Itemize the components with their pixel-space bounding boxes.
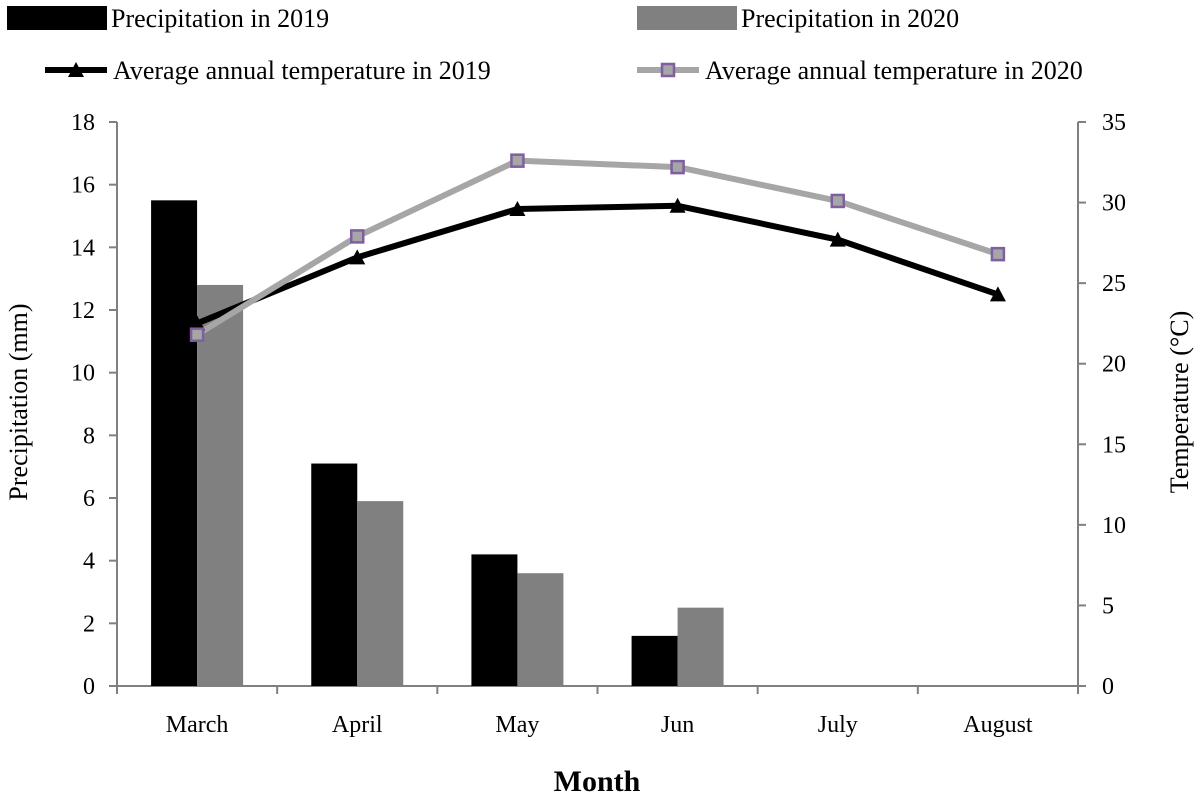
y2-axis-title: Temperature (°C) (1165, 311, 1194, 494)
y2-tick-label: 10 (1102, 513, 1126, 539)
x-tick-label: Jun (661, 712, 694, 738)
axes: 0 2 4 6 8 10 12 14 16 18 0 5 10 15 20 25 30 35 March April M… (71, 110, 1126, 738)
bar-2019 (311, 463, 358, 686)
bar-2019 (631, 635, 678, 686)
bar-2020 (197, 284, 244, 686)
legend: Precipitation in 2019 Precipitation in 20… (7, 4, 1083, 85)
y-tick-label: 10 (71, 361, 95, 387)
x-tick-label: May (495, 712, 539, 738)
y-axis-title: Precipitation (mm) (4, 303, 33, 500)
legend-label: Precipitation in 2019 (111, 4, 329, 33)
legend-swatch (7, 6, 107, 30)
x-tick-label: March (166, 712, 229, 738)
y-tick-label: 16 (71, 173, 95, 199)
temperature-point-2019 (829, 231, 846, 247)
legend-swatch (637, 6, 737, 30)
temperature-point-2019 (989, 286, 1006, 302)
y-tick-label: 0 (83, 674, 95, 700)
y-tick-label: 6 (83, 486, 95, 512)
y-tick-label: 18 (71, 110, 95, 136)
legend-marker (660, 62, 676, 78)
temperature-line-2020 (195, 157, 999, 338)
y-tick-label: 14 (71, 235, 95, 261)
x-tick-label: August (963, 712, 1033, 738)
y2-tick-label: 25 (1102, 271, 1126, 297)
temperature-point-2019 (509, 201, 526, 217)
y2-tick-label: 20 (1102, 352, 1126, 378)
x-axis-title: Month (554, 765, 641, 797)
legend-marker (68, 62, 84, 77)
y2-tick-label: 5 (1102, 593, 1114, 619)
y2-tick-label: 0 (1102, 674, 1114, 700)
x-tick-label: April (332, 712, 383, 738)
bar-2020 (677, 607, 724, 686)
y-tick-label: 4 (83, 549, 95, 575)
y2-tick-label: 35 (1102, 110, 1126, 136)
bar-series (151, 200, 724, 687)
temperature-point-2019 (349, 249, 366, 265)
x-tick-label: July (818, 712, 858, 738)
bar-2020 (517, 573, 564, 686)
y-tick-label: 8 (83, 423, 95, 449)
temperature-point-2020 (350, 229, 365, 244)
y-tick-label: 2 (83, 611, 95, 637)
y2-tick-label: 30 (1102, 191, 1126, 217)
temperature-point-2020 (189, 327, 205, 342)
legend-label: Average annual temperature in 2019 (113, 56, 491, 85)
line-series (189, 153, 1006, 342)
y2-tick-label: 15 (1102, 432, 1126, 458)
bar-2019 (471, 554, 518, 686)
temperature-point-2020 (670, 159, 685, 175)
temperature-point-2019 (189, 315, 206, 331)
temperature-point-2020 (990, 246, 1006, 262)
temperature-line-2019 (195, 202, 999, 327)
y-tick-label: 12 (71, 298, 95, 324)
bar-2020 (357, 501, 404, 686)
legend-label: Precipitation in 2020 (741, 4, 959, 33)
legend-label: Average annual temperature in 2020 (705, 56, 1083, 85)
temperature-point-2019 (669, 197, 686, 213)
temperature-point-2020 (510, 153, 525, 168)
temperature-point-2020 (830, 193, 845, 209)
bar-2019 (151, 200, 198, 687)
